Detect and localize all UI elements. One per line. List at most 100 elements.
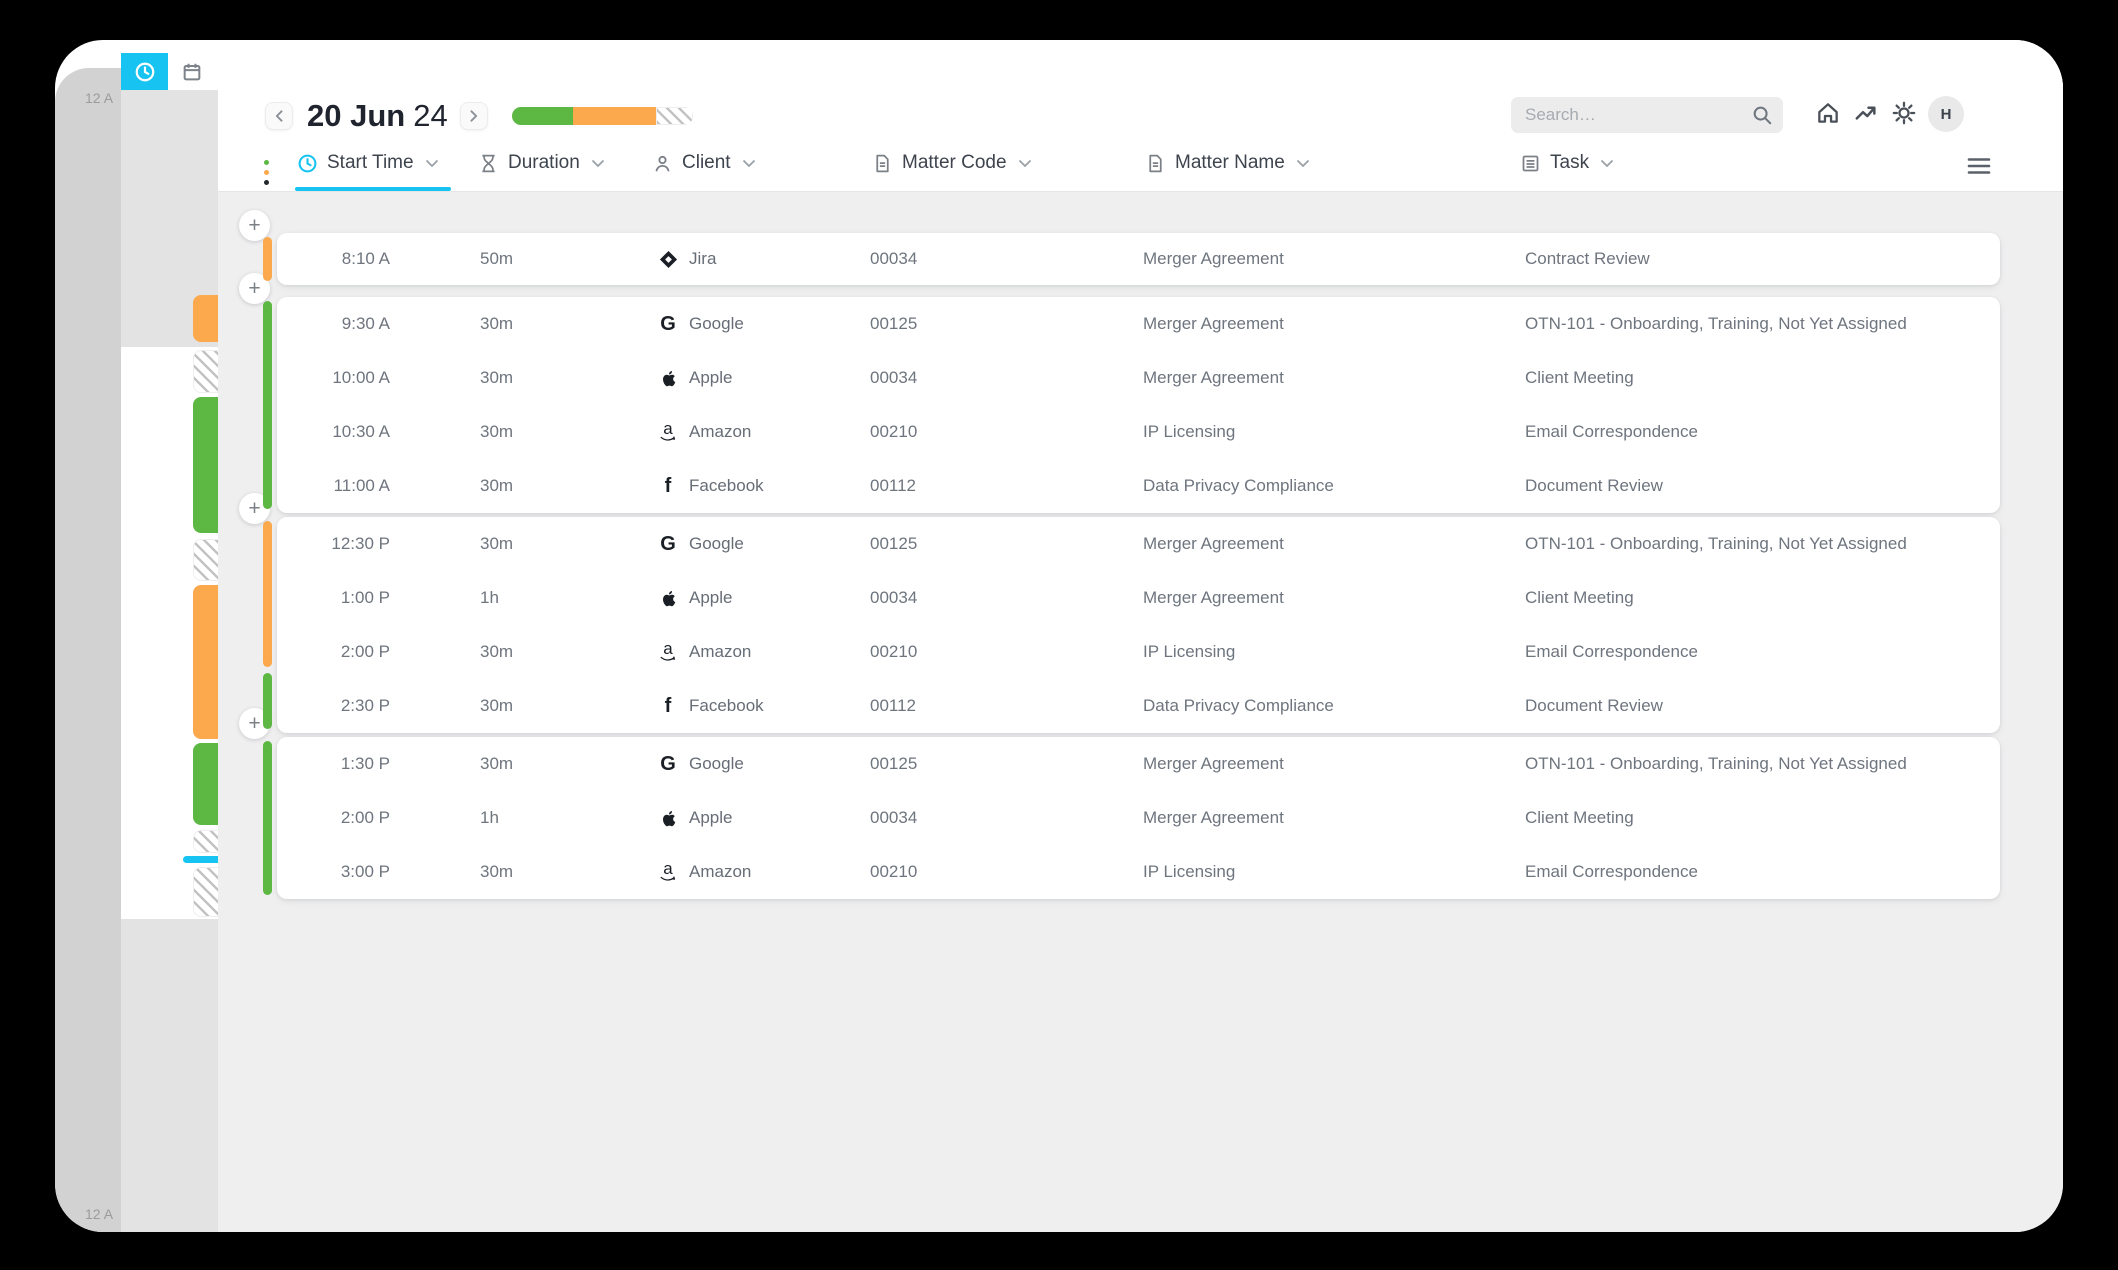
table-row[interactable]: 2:00 P 30m a Amazon 00210 IP Licensing E… — [277, 625, 2000, 679]
current-date: 20 Jun 24 — [307, 98, 448, 134]
row-task: OTN-101 - Onboarding, Training, Not Yet … — [1525, 534, 1907, 553]
progress-segment-orange — [573, 107, 657, 125]
row-task: Document Review — [1525, 696, 1663, 715]
column-label: Task — [1550, 152, 1590, 173]
row-matter-name: Merger Agreement — [1143, 534, 1284, 553]
row-duration: 30m — [480, 534, 514, 553]
table-row[interactable]: 2:00 P 1h Apple 00034 Merger Agreement C… — [277, 791, 2000, 845]
table-row[interactable]: 1:30 P 30m G Google 00125 Merger Agreeme… — [277, 737, 2000, 791]
prev-day-button[interactable] — [265, 102, 293, 130]
add-entry-button[interactable]: + — [239, 210, 270, 241]
row-matter-code: 00034 — [870, 808, 918, 827]
chevron-down-icon — [425, 159, 439, 168]
column-header-task[interactable]: Task — [1520, 152, 1614, 174]
row-client: G Google — [658, 534, 870, 554]
group-accent-green — [263, 673, 272, 729]
table-row[interactable]: 12:30 P 30m G Google 00125 Merger Agreem… — [277, 517, 2000, 571]
row-matter-name: Merger Agreement — [1143, 368, 1284, 387]
row-matter-code: 00125 — [870, 314, 918, 333]
home-icon[interactable] — [1815, 100, 1841, 126]
google-icon: G — [660, 533, 676, 555]
table-header: Start Time Duration — [218, 150, 2063, 192]
row-task: OTN-101 - Onboarding, Training, Not Yet … — [1525, 314, 1907, 333]
row-client: Apple — [658, 808, 870, 828]
column-label: Matter Code — [902, 152, 1007, 173]
row-matter-name: IP Licensing — [1143, 642, 1236, 661]
table-row[interactable]: 11:00 A 30m f Facebook 00112 Data Privac… — [277, 459, 2000, 513]
kebab-menu-icon[interactable] — [264, 155, 270, 190]
entry-group: 1:30 P 30m G Google 00125 Merger Agreeme… — [277, 737, 2000, 899]
next-day-button[interactable] — [459, 102, 488, 130]
facebook-icon: f — [664, 475, 672, 497]
search-icon[interactable] — [1751, 104, 1773, 126]
entry-group: 8:10 A 50m Jira 00034 Merger Agreement C… — [277, 233, 2000, 285]
row-matter-name: Merger Agreement — [1143, 249, 1284, 268]
row-client: G Google — [658, 314, 870, 334]
row-task: OTN-101 - Onboarding, Training, Not Yet … — [1525, 754, 1907, 773]
apple-icon — [658, 368, 678, 388]
table-row[interactable]: 9:30 A 30m G Google 00125 Merger Agreeme… — [277, 297, 2000, 351]
row-task: Email Correspondence — [1525, 642, 1698, 661]
table-row[interactable]: 1:00 P 1h Apple 00034 Merger Agreement C… — [277, 571, 2000, 625]
row-duration: 30m — [480, 314, 514, 333]
row-matter-code: 00210 — [870, 642, 918, 661]
active-column-underline — [295, 187, 451, 191]
tab-calendar[interactable] — [168, 53, 215, 90]
row-matter-code: 00034 — [870, 368, 918, 387]
row-matter-name: Data Privacy Compliance — [1143, 476, 1334, 495]
tab-timeline[interactable] — [121, 53, 168, 90]
table-row[interactable]: 10:00 A 30m Apple 00034 Merger Agreement… — [277, 351, 2000, 405]
row-start-time: 8:10 A — [341, 249, 390, 268]
row-matter-name: Data Privacy Compliance — [1143, 696, 1334, 715]
date-day-month: 20 Jun — [307, 98, 406, 133]
row-task: Email Correspondence — [1525, 422, 1698, 441]
column-header-matter-name[interactable]: Matter Name — [1145, 152, 1310, 174]
client-name: Apple — [689, 588, 733, 607]
table-row[interactable]: 8:10 A 50m Jira 00034 Merger Agreement C… — [277, 233, 2000, 285]
row-task: Document Review — [1525, 476, 1663, 495]
row-start-time: 1:30 P — [340, 754, 390, 773]
column-header-matter-code[interactable]: Matter Code — [872, 152, 1032, 174]
row-start-time: 9:30 A — [341, 314, 390, 333]
clock-icon — [297, 153, 318, 174]
avatar[interactable]: H — [1928, 96, 1964, 132]
column-label: Start Time — [327, 152, 414, 173]
chevron-down-icon — [591, 159, 605, 168]
row-matter-code: 00210 — [870, 862, 918, 881]
column-header-start-time[interactable]: Start Time — [297, 152, 439, 174]
column-header-duration[interactable]: Duration — [478, 152, 605, 174]
row-matter-name: Merger Agreement — [1143, 314, 1284, 333]
client-name: Google — [689, 534, 744, 553]
search-input[interactable] — [1525, 97, 1735, 133]
row-client: Apple — [658, 368, 870, 388]
row-duration: 30m — [480, 368, 514, 387]
group-accent-green — [263, 741, 272, 895]
row-start-time: 11:00 A — [333, 476, 390, 495]
row-client: f Facebook — [658, 476, 870, 496]
row-client: a Amazon — [658, 640, 870, 662]
trending-up-icon[interactable] — [1853, 100, 1879, 126]
group-accent-orange — [263, 237, 272, 281]
settings-sun-icon[interactable] — [1891, 100, 1917, 126]
search-box — [1511, 97, 1783, 133]
column-header-client[interactable]: Client — [652, 152, 756, 174]
client-name: Google — [689, 314, 744, 333]
row-task: Client Meeting — [1525, 368, 1634, 387]
row-client: a Amazon — [658, 860, 870, 882]
row-duration: 30m — [480, 754, 514, 773]
group-accent-green — [263, 301, 272, 509]
row-start-time: 1:00 P — [340, 588, 390, 607]
client-name: Facebook — [689, 476, 764, 495]
row-start-time: 2:30 P — [340, 696, 390, 715]
hourglass-icon — [478, 153, 499, 174]
calendar-icon — [181, 61, 203, 83]
table-row[interactable]: 10:30 A 30m a Amazon 00210 IP Licensing … — [277, 405, 2000, 459]
row-matter-name: IP Licensing — [1143, 422, 1236, 441]
table-row[interactable]: 2:30 P 30m f Facebook 00112 Data Privacy… — [277, 679, 2000, 733]
row-duration: 30m — [480, 862, 514, 881]
row-start-time: 2:00 P — [340, 642, 390, 661]
group-accent-orange — [263, 521, 272, 667]
hamburger-menu-icon[interactable] — [1966, 156, 1992, 176]
table-row[interactable]: 3:00 P 30m a Amazon 00210 IP Licensing E… — [277, 845, 2000, 899]
row-matter-name: IP Licensing — [1143, 862, 1236, 881]
